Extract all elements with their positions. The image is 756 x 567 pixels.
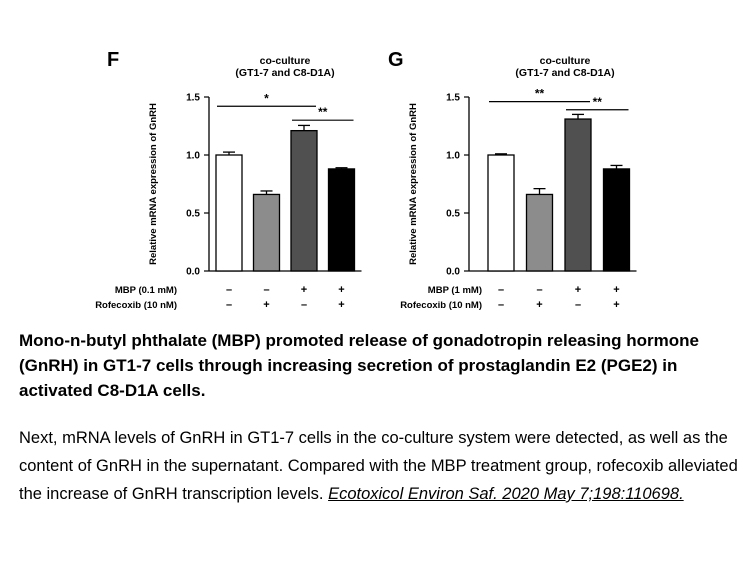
bar <box>252 193 281 272</box>
treatment-mark: + <box>575 284 581 296</box>
y-tick-label: 0.0 <box>186 267 200 278</box>
treatment-mark: + <box>613 284 619 296</box>
bar <box>525 193 554 272</box>
treatment-mark: – <box>301 299 307 311</box>
citation-link[interactable]: Ecotoxicol Environ Saf. 2020 May 7;198:1… <box>328 485 684 503</box>
treatment-row-label: MBP (1 mM) <box>428 285 482 296</box>
panel-label: F <box>107 49 119 71</box>
y-tick-label: 1.0 <box>186 151 200 162</box>
y-tick-label: 1.5 <box>186 93 200 104</box>
chart-title: co-culture <box>540 55 591 67</box>
significance-marker: ** <box>593 95 603 109</box>
chart-subtitle: (GT1-7 and C8-D1A) <box>235 67 334 79</box>
caption-text: Next, mRNA levels of GnRH in GT1-7 cells… <box>19 429 738 503</box>
panel-label: G <box>388 49 404 71</box>
y-axis-label: Relative mRNA expression of GnRH <box>408 103 419 265</box>
y-axis-label: Relative mRNA expression of GnRH <box>148 103 159 265</box>
significance-marker: * <box>264 91 269 105</box>
treatment-mark: – <box>226 299 232 311</box>
treatment-mark: – <box>498 299 504 311</box>
treatment-row-label: Rofecoxib (10 nM) <box>95 300 177 311</box>
significance-marker: ** <box>535 87 545 101</box>
bar <box>215 154 243 272</box>
treatment-mark: – <box>575 299 581 311</box>
treatment-mark: – <box>498 284 504 296</box>
caption-body: Next, mRNA levels of GnRH in GT1-7 cells… <box>19 424 749 508</box>
bar <box>564 118 592 272</box>
treatment-mark: – <box>263 284 269 296</box>
y-tick-label: 0.0 <box>446 267 460 278</box>
treatment-row-label: Rofecoxib (10 nM) <box>400 300 482 311</box>
treatment-mark: – <box>536 284 542 296</box>
bar <box>487 154 515 272</box>
bar <box>327 168 356 272</box>
treatment-mark: + <box>263 299 269 311</box>
y-tick-label: 1.5 <box>446 93 460 104</box>
bar <box>602 168 631 272</box>
y-tick-label: 1.0 <box>446 151 460 162</box>
bar <box>290 129 318 272</box>
treatment-mark: + <box>536 299 542 311</box>
y-tick-label: 0.5 <box>186 209 200 220</box>
chart-title: co-culture <box>260 55 311 67</box>
treatment-mark: – <box>226 284 232 296</box>
treatment-row-label: MBP (0.1 mM) <box>115 285 177 296</box>
treatment-mark: + <box>613 299 619 311</box>
y-tick-label: 0.5 <box>446 209 460 220</box>
treatment-mark: + <box>338 284 344 296</box>
treatment-mark: + <box>301 284 307 296</box>
treatment-mark: + <box>338 299 344 311</box>
caption-title: Mono-n-butyl phthalate (MBP) promoted re… <box>19 331 700 400</box>
chart-subtitle: (GT1-7 and C8-D1A) <box>515 67 614 79</box>
significance-marker: ** <box>318 105 328 119</box>
